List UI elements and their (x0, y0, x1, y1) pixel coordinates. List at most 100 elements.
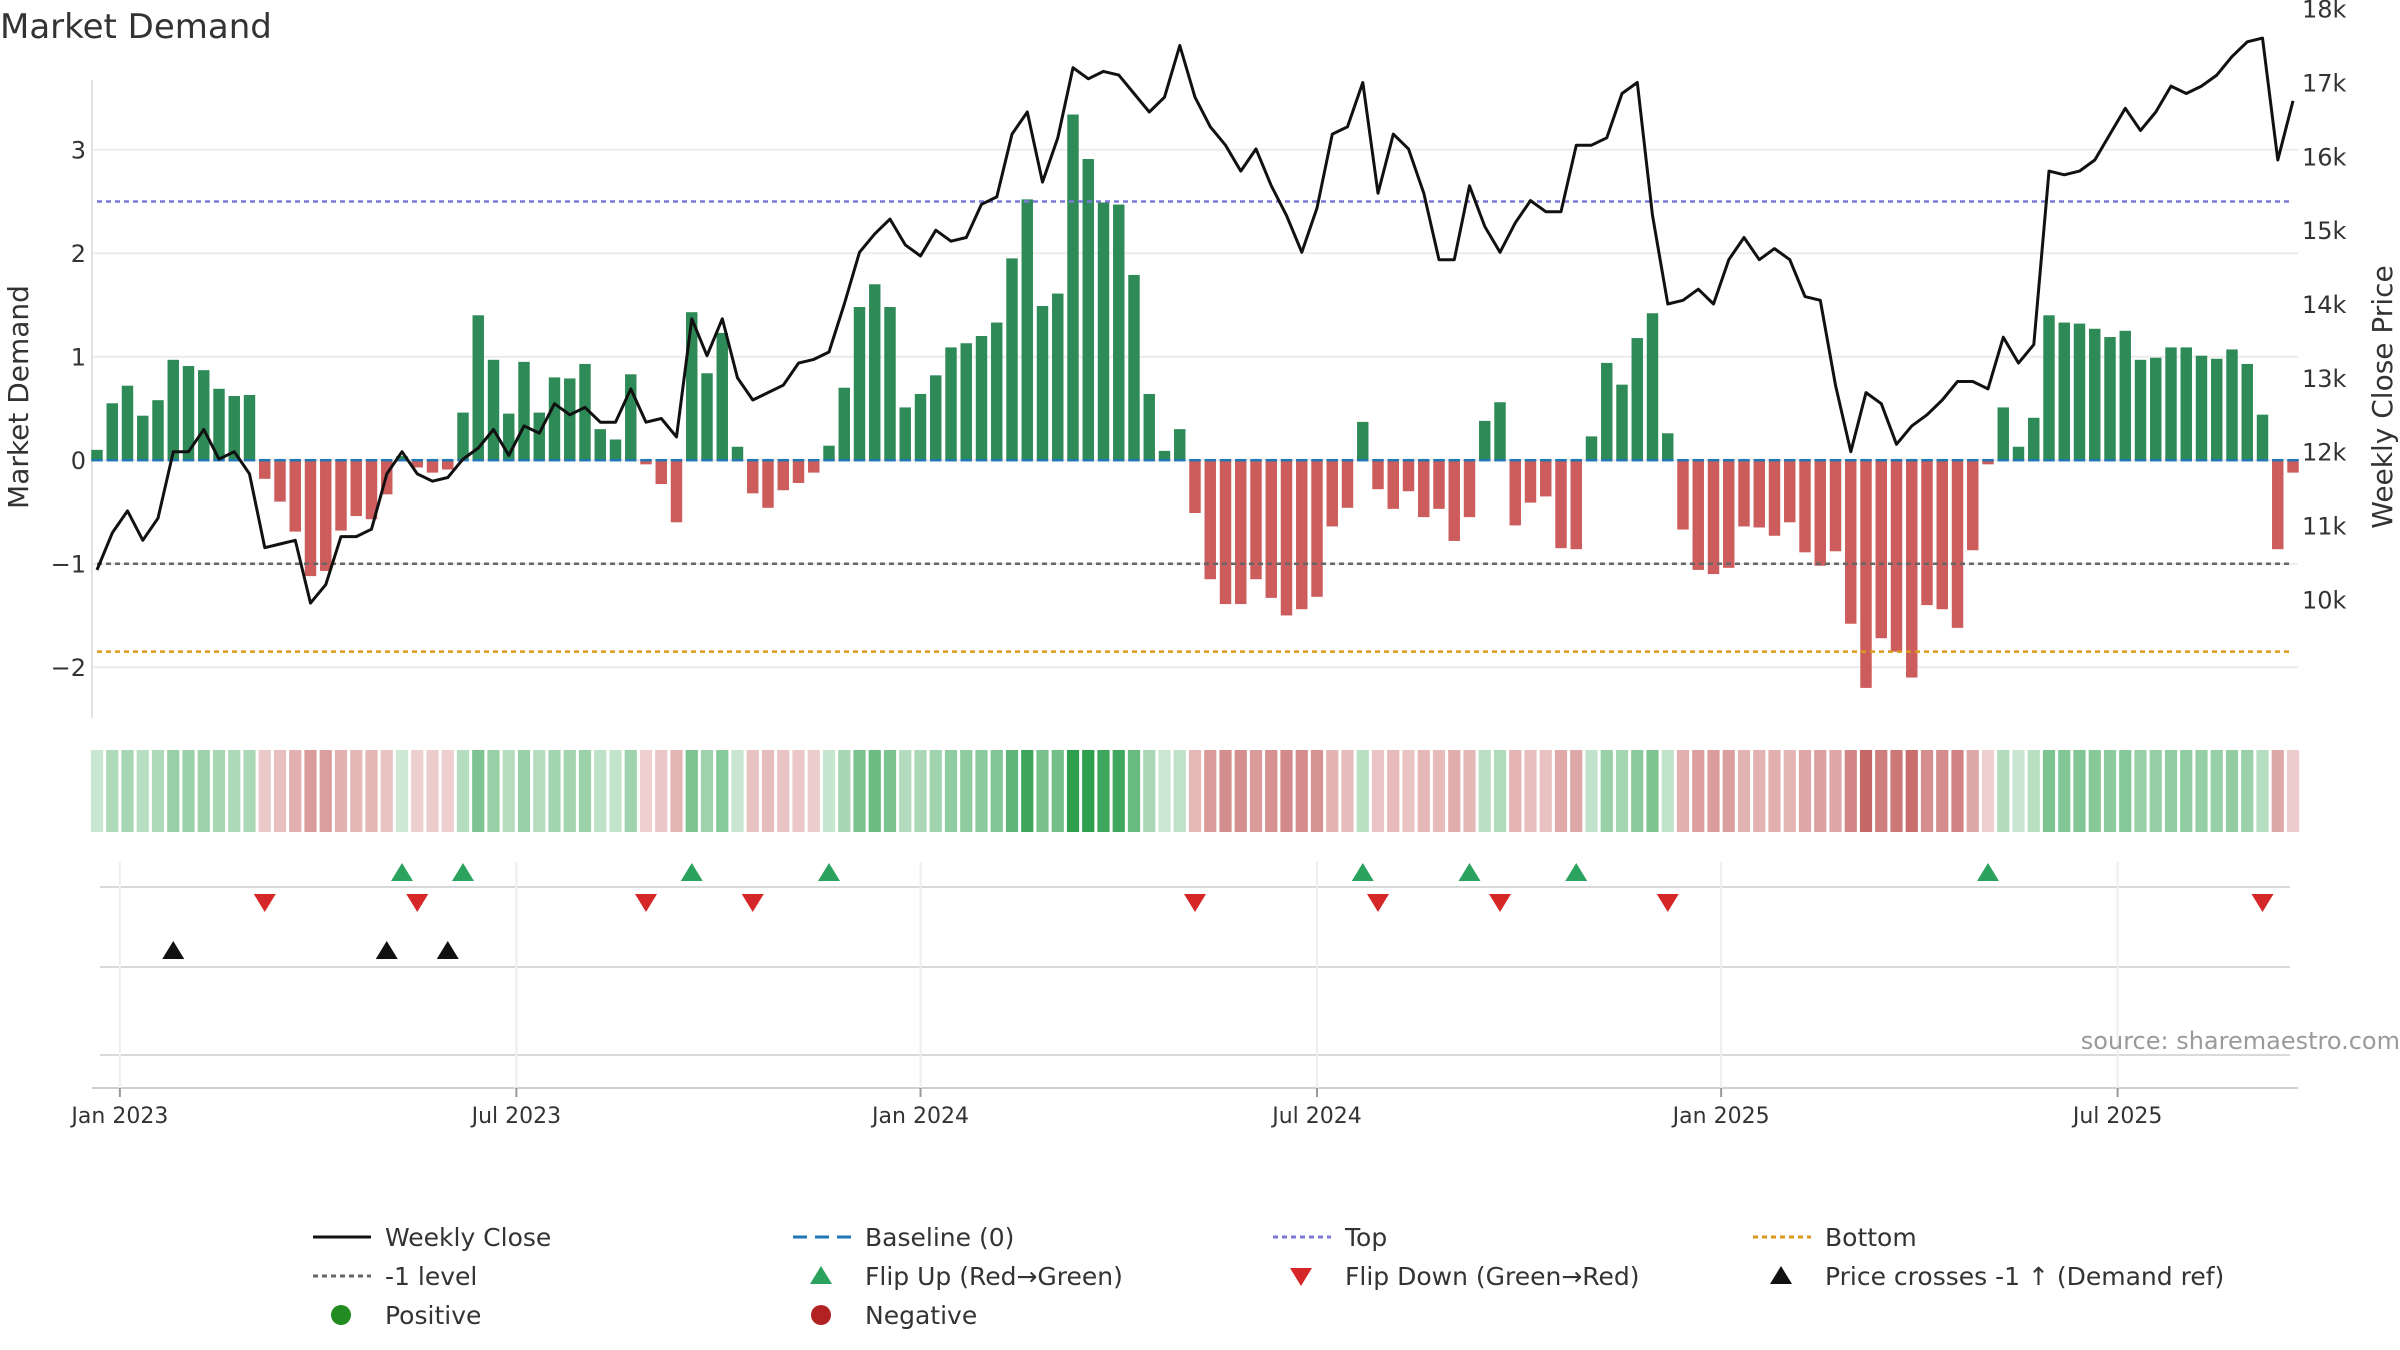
heat-cell (197, 750, 210, 832)
negative-bar (1570, 460, 1582, 550)
negative-bar (365, 460, 378, 520)
heat-cell (1097, 750, 1110, 832)
negative-bar (762, 460, 774, 508)
legend-label: Bottom (1825, 1223, 1917, 1252)
legend-swatch (810, 1266, 832, 1284)
heat-cell (2012, 750, 2025, 832)
positive-bar (1052, 293, 1064, 461)
positive-bar (686, 312, 698, 461)
heat-cell (2134, 750, 2147, 832)
negative-bar (1265, 460, 1277, 598)
heat-cell (1249, 750, 1263, 832)
heat-cell (304, 750, 317, 832)
y2-tick-label: 13k (2302, 365, 2347, 393)
heat-cell (792, 750, 805, 832)
positive-bar (701, 373, 713, 461)
negative-bar (1448, 460, 1460, 541)
heat-cell (578, 750, 592, 832)
positive-bar (243, 394, 256, 461)
heat-cell (1768, 750, 1781, 832)
heat-cell (1478, 750, 1491, 832)
positive-bar (2241, 363, 2253, 461)
positive-bar (884, 307, 896, 461)
positive-bar (609, 439, 622, 461)
positive-bar (2119, 330, 2131, 461)
heat-cell (1875, 750, 1888, 832)
heat-cell (2225, 750, 2239, 832)
negative-bar (1296, 460, 1308, 610)
heat-cell (1280, 750, 1293, 832)
heat-cell (639, 750, 653, 832)
negative-bar (1753, 460, 1765, 528)
negative-bar (411, 460, 423, 468)
negative-bar (1326, 460, 1338, 527)
legend-swatch (1290, 1268, 1312, 1286)
heat-cell (700, 750, 714, 832)
positive-bar (1646, 313, 1659, 461)
positive-bar (594, 429, 606, 461)
heat-cell (1021, 750, 1034, 832)
legend: Weekly Close Baseline (0) Top Bottom -1 leve… (313, 1223, 2224, 1330)
heat-cell (1951, 750, 1964, 832)
negative-bar (640, 460, 652, 465)
heat-cell (2210, 750, 2223, 832)
positive-bar (472, 315, 484, 461)
positive-bar (2089, 328, 2101, 461)
heat-cell (1387, 750, 1400, 832)
flip-up-marker (680, 863, 703, 881)
y2-tick-label: 16k (2302, 143, 2347, 171)
heat-cell (441, 750, 454, 832)
legend-label: Flip Down (Green→Red) (1345, 1262, 1640, 1291)
weekly-close-line (95, 36, 2295, 605)
positive-bar (899, 407, 911, 461)
heat-cell (1417, 750, 1430, 832)
legend-label: Top (1344, 1223, 1387, 1252)
heat-cell (1631, 750, 1644, 832)
negative-bar (274, 460, 286, 502)
heat-cell (685, 750, 698, 832)
heat-cell (1005, 750, 1019, 832)
heat-cell (1646, 750, 1659, 832)
heat-cell (761, 750, 775, 832)
positive-bar (213, 388, 225, 461)
negative-bar (289, 460, 301, 532)
positive-bar (1082, 159, 1094, 461)
heat-cell (548, 750, 561, 832)
heat-cell (1326, 750, 1339, 832)
heat-cell (777, 750, 790, 832)
heat-cell (1356, 750, 1369, 832)
heat-cell (90, 750, 104, 832)
positive-bar (2150, 357, 2162, 461)
negative-bar (1982, 460, 1994, 465)
positive-bar (1097, 202, 1110, 461)
flip-up-marker (391, 863, 413, 881)
flip-up-marker (1458, 863, 1481, 881)
x-tick-label: Jan 2024 (870, 1104, 969, 1129)
reference-lines (91, 200, 2299, 653)
negative-bar (1890, 460, 1903, 652)
heat-cell (2286, 750, 2300, 832)
positive-bar (533, 412, 545, 461)
heat-cell (1219, 750, 1232, 832)
heat-cell (1051, 750, 1064, 832)
heat-cell (2088, 750, 2101, 832)
source-label: source: sharemaestro.com (2081, 1027, 2400, 1055)
positive-bar (1357, 421, 1369, 461)
heat-cell (182, 750, 195, 832)
heat-cell (365, 750, 378, 832)
positive-bar (2256, 414, 2269, 461)
positive-bar (2180, 347, 2192, 461)
negative-bar (1738, 460, 1750, 527)
heat-cell (411, 750, 424, 832)
heat-cell (1371, 750, 1385, 832)
positive-bar (182, 366, 195, 461)
heat-cell (2271, 750, 2284, 832)
heat-cell (1234, 750, 1247, 832)
y2-tick-label: 14k (2302, 291, 2347, 319)
negative-bar (1341, 460, 1354, 508)
negative-bar (1784, 460, 1796, 523)
negative-bar (259, 460, 271, 479)
positive-bar (1143, 393, 1155, 461)
positive-bar (1067, 114, 1079, 461)
heat-cell (1966, 750, 1979, 832)
